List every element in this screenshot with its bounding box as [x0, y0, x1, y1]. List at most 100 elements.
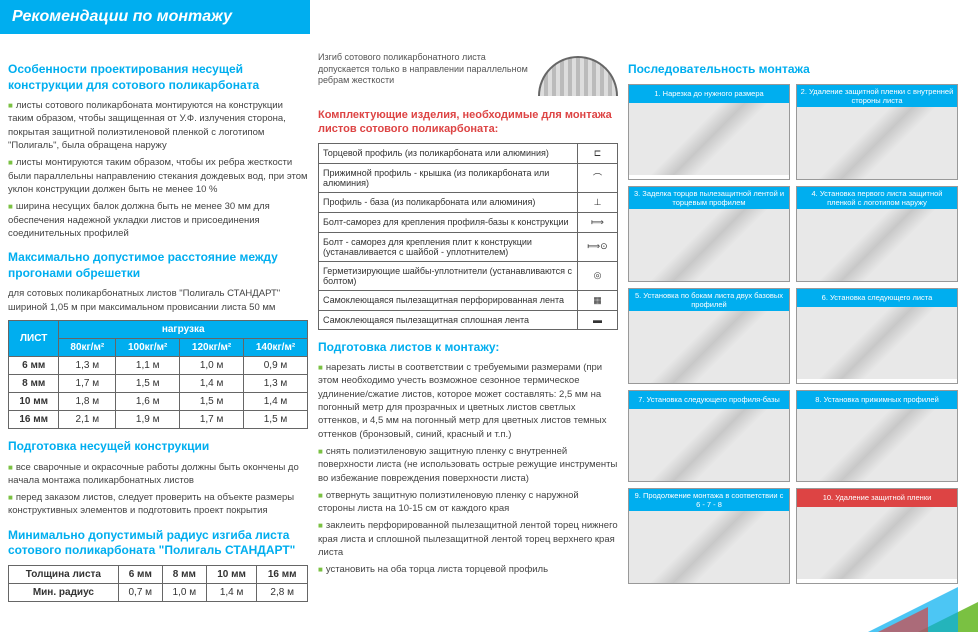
component-name: Болт-саморез для крепления профиля-базы … — [319, 212, 578, 232]
th-list: ЛИСТ — [9, 320, 59, 356]
section3-title: Подготовка несущей конструкции — [8, 439, 308, 455]
s1-bullet-1: листы сотового поликарбоната монтируются… — [8, 99, 308, 152]
component-name: Самоклеющаяся пылезащитная перфорированн… — [319, 290, 578, 310]
load-cell: 2,1 м — [59, 410, 116, 428]
step-illustration — [629, 511, 789, 583]
rad-col: 10 мм — [206, 565, 257, 583]
section2-sub: для сотовых поликарбонатных листов "Поли… — [8, 287, 308, 314]
column-left: Особенности проектирования несущей конст… — [8, 52, 308, 608]
component-name: Герметизирующие шайбы-уплотнители (устан… — [319, 261, 578, 290]
component-icon: ⟾⊙ — [578, 232, 618, 261]
step: 10. Удаление защитной пленки — [796, 488, 958, 584]
step-illustration — [629, 103, 789, 175]
rad-label-radius: Мин. радиус — [9, 583, 119, 601]
s1-bullet-2: листы монтируются таким образом, чтобы и… — [8, 156, 308, 196]
load-col: 140кг/м² — [244, 338, 308, 356]
rad-val: 1,0 м — [162, 583, 206, 601]
component-name: Торцевой профиль (из поликарбоната или а… — [319, 143, 578, 163]
step: 4. Установка первого листа защитной плен… — [796, 186, 958, 282]
step: 3. Заделка торцов пылезащитной лентой и … — [628, 186, 790, 282]
s3-bullet-1: все сварочные и окрасочные работы должны… — [8, 461, 308, 488]
column-right: Последовательность монтажа 1. Нарезка до… — [628, 52, 958, 608]
load-cell: 1,9 м — [116, 410, 180, 428]
component-name: Профиль - база (из поликарбоната или алю… — [319, 192, 578, 212]
load-cell: 1,7 м — [59, 374, 116, 392]
step-illustration — [629, 311, 789, 383]
load-row-label: 10 мм — [9, 392, 59, 410]
load-row-label: 8 мм — [9, 374, 59, 392]
step-header: 10. Удаление защитной пленки — [797, 489, 957, 507]
step-header: 8. Установка прижимных профилей — [797, 391, 957, 409]
s1-bullet-3: ширина несущих балок должна быть не мене… — [8, 200, 308, 240]
section1-title: Особенности проектирования несущей конст… — [8, 62, 308, 93]
page-banner: Рекомендации по монтажу — [0, 0, 310, 34]
rad-col: 6 мм — [118, 565, 162, 583]
load-cell: 1,3 м — [59, 356, 116, 374]
seq-title: Последовательность монтажа — [628, 62, 958, 78]
load-cell: 1,4 м — [180, 374, 244, 392]
load-cell: 1,1 м — [116, 356, 180, 374]
steps-grid: 1. Нарезка до нужного размера 2. Удаление… — [628, 84, 958, 584]
component-icon: ⟾ — [578, 212, 618, 232]
step: 1. Нарезка до нужного размера — [628, 84, 790, 180]
step: 9. Продолжение монтажа в соответствии с … — [628, 488, 790, 584]
components-title: Комплектующие изделия, необходимые для м… — [318, 108, 618, 137]
load-cell: 1,0 м — [180, 356, 244, 374]
step-illustration — [797, 409, 957, 481]
component-name: Самоклеющаяся пылезащитная сплошная лент… — [319, 310, 578, 329]
arch-diagram — [538, 52, 618, 100]
prep-b4: заклеить перфорированной пылезащитной ле… — [318, 519, 618, 559]
component-name: Болт - саморез для крепления плит к конс… — [319, 232, 578, 261]
component-icon: ⊥ — [578, 192, 618, 212]
section1-body: листы сотового поликарбоната монтируются… — [8, 99, 308, 240]
step: 7. Установка следующего профиля-базы — [628, 390, 790, 482]
page-content: Особенности проектирования несущей конст… — [0, 44, 978, 616]
load-cell: 1,7 м — [180, 410, 244, 428]
step: 6. Установка следующего листа — [796, 288, 958, 384]
load-cell: 1,5 м — [116, 374, 180, 392]
step-illustration — [797, 107, 957, 179]
rad-label-thickness: Толщина листа — [9, 565, 119, 583]
step-header: 2. Удаление защитной пленки с внутренней… — [797, 85, 957, 107]
step-header: 7. Установка следующего профиля-базы — [629, 391, 789, 409]
section4-title: Минимально допустимый радиус изгиба лист… — [8, 528, 308, 559]
s3-bullet-2: перед заказом листов, следует проверить … — [8, 491, 308, 518]
prep-b5: установить на оба торца листа торцевой п… — [318, 563, 618, 576]
step-header: 1. Нарезка до нужного размера — [629, 85, 789, 103]
prep-b1: нарезать листы в соответствии с требуемы… — [318, 361, 618, 441]
rad-val: 0,7 м — [118, 583, 162, 601]
step-illustration — [797, 307, 957, 379]
load-col: 100кг/м² — [116, 338, 180, 356]
section2-title: Максимально допустимое расстояние между … — [8, 250, 308, 281]
load-cell: 1,6 м — [116, 392, 180, 410]
step: 5. Установка по бокам листа двух базовых… — [628, 288, 790, 384]
rad-val: 1,4 м — [206, 583, 257, 601]
step-header: 4. Установка первого листа защитной плен… — [797, 187, 957, 209]
th-load: нагрузка — [59, 320, 308, 338]
load-col: 120кг/м² — [180, 338, 244, 356]
rad-val: 2,8 м — [257, 583, 308, 601]
load-cell: 1,5 м — [244, 410, 308, 428]
step-illustration — [629, 409, 789, 481]
load-row-label: 16 мм — [9, 410, 59, 428]
load-table: ЛИСТнагрузка 80кг/м²100кг/м²120кг/м²140к… — [8, 320, 308, 429]
rad-col: 16 мм — [257, 565, 308, 583]
step-header: 3. Заделка торцов пылезащитной лентой и … — [629, 187, 789, 209]
prep-b2: снять полиэтиленовую защитную пленку с в… — [318, 445, 618, 485]
step-header: 5. Установка по бокам листа двух базовых… — [629, 289, 789, 311]
step-illustration — [629, 209, 789, 281]
step-header: 6. Установка следующего листа — [797, 289, 957, 307]
components-table: Торцевой профиль (из поликарбоната или а… — [318, 143, 618, 330]
bend-note: Изгиб сотового поликарбонатного листа до… — [318, 52, 532, 87]
prep-b3: отвернуть защитную полиэтиленовую пленку… — [318, 489, 618, 516]
decorative-corner — [858, 582, 978, 632]
step: 2. Удаление защитной пленки с внутренней… — [796, 84, 958, 180]
step-illustration — [797, 507, 957, 579]
column-mid: Изгиб сотового поликарбонатного листа до… — [318, 52, 618, 608]
load-cell: 1,8 м — [59, 392, 116, 410]
step-illustration — [797, 209, 957, 281]
load-cell: 1,3 м — [244, 374, 308, 392]
component-icon: ⊏ — [578, 143, 618, 163]
load-cell: 1,5 м — [180, 392, 244, 410]
component-icon: ⌒ — [578, 163, 618, 192]
